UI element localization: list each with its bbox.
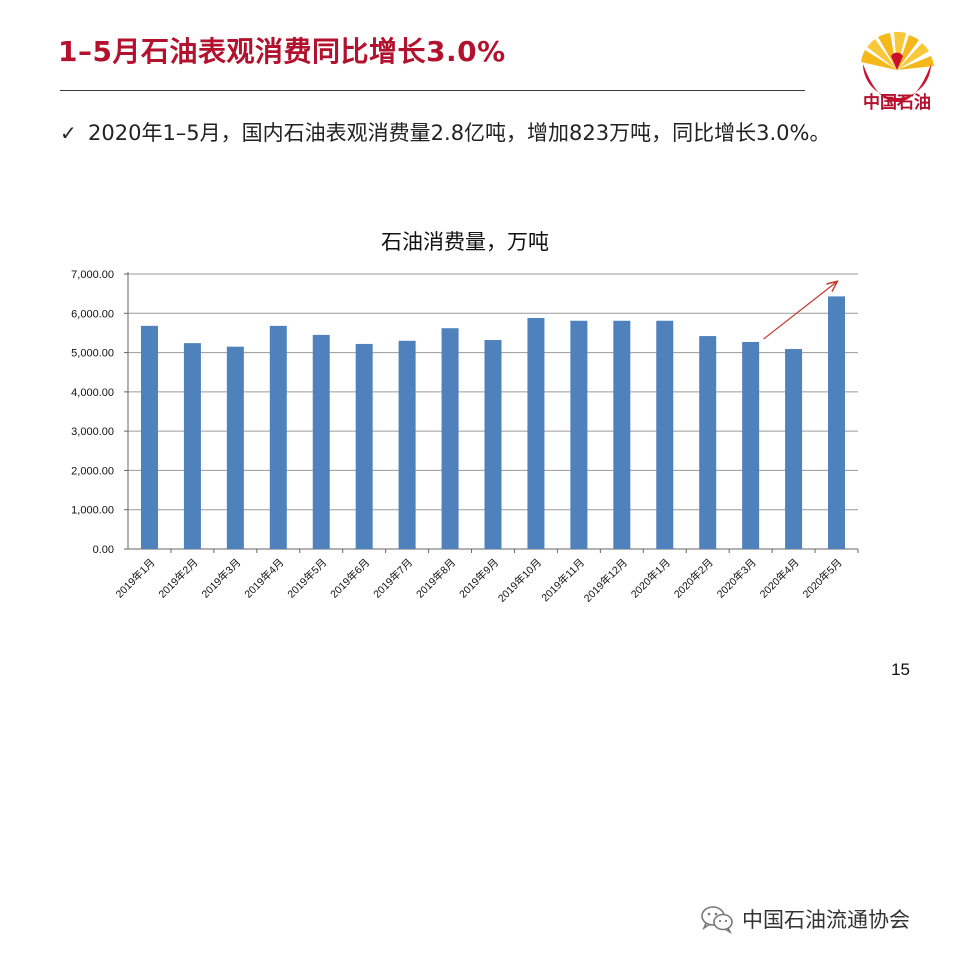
x-tick-label: 2019年1月	[113, 556, 158, 601]
x-tick-label: 2019年5月	[285, 556, 330, 601]
bar	[398, 340, 416, 549]
bullet-point: ✓ 2020年1–5月，国内石油表观消费量2.8亿吨，增加823万吨，同比增长3…	[60, 118, 840, 148]
bar	[484, 340, 502, 549]
footer-watermark: 中国石油流通协会	[700, 902, 910, 936]
bullet-text: 2020年1–5月，国内石油表观消费量2.8亿吨，增加823万吨，同比增长3.0…	[88, 121, 831, 145]
y-tick-label: 5,000.00	[71, 348, 114, 360]
bar	[785, 349, 803, 549]
y-tick-label: 7,000.00	[71, 269, 114, 281]
logo-text: 中国石油	[863, 93, 931, 113]
bar	[441, 328, 459, 549]
x-tick-label: 2019年4月	[242, 556, 287, 601]
petrochina-logo-icon	[861, 31, 934, 102]
bar	[742, 341, 760, 549]
bar-chart: 0.00 1,000.00 2,000.00 3,000.00 4,000.00 5,00…	[71, 269, 859, 605]
bar	[140, 325, 158, 549]
page-number: 15	[891, 660, 910, 679]
y-tick-label: 1,000.00	[71, 505, 114, 517]
bar	[828, 296, 846, 549]
y-tick-label: 3,000.00	[71, 426, 114, 438]
title-divider	[60, 90, 805, 91]
bar	[226, 346, 244, 549]
checkmark-icon: ✓	[60, 121, 77, 145]
bar	[570, 320, 588, 549]
x-tick-label: 2019年10月	[495, 556, 544, 605]
bar	[656, 320, 674, 549]
x-tick-label: 2020年5月	[800, 556, 845, 601]
x-tick-label: 2019年11月	[539, 556, 587, 604]
x-tick-label: 2019年7月	[371, 556, 416, 601]
footer-text: 中国石油流通协会	[742, 908, 910, 932]
x-tick-label: 2020年1月	[628, 556, 673, 601]
bar	[613, 320, 631, 549]
bar	[699, 336, 717, 549]
bar	[527, 318, 545, 549]
x-tick-label: 2020年2月	[671, 556, 716, 601]
chart-title: 石油消费量，万吨	[381, 230, 549, 254]
x-tick-label: 2020年4月	[757, 556, 802, 601]
y-tick-label: 4,000.00	[71, 387, 114, 399]
x-tick-label: 2019年2月	[156, 556, 201, 601]
x-tick-label: 2019年12月	[581, 556, 630, 605]
trend-arrow	[763, 282, 837, 340]
x-tick-label: 2020年3月	[714, 556, 759, 601]
y-tick-label: 6,000.00	[71, 308, 114, 320]
bar	[312, 334, 330, 549]
bar	[355, 343, 373, 549]
x-tick-label: 2019年8月	[413, 556, 458, 601]
x-tick-label: 2019年9月	[456, 556, 501, 601]
y-tick-label: 2,000.00	[71, 465, 114, 477]
x-tick-label: 2019年6月	[328, 556, 373, 601]
bar	[269, 325, 287, 549]
y-tick-label: 0.00	[93, 544, 114, 556]
bar	[183, 343, 201, 549]
slide-title: 1–5月石油表观消费同比增长3.0%	[58, 35, 506, 68]
wechat-icon	[701, 906, 733, 934]
x-tick-label: 2019年3月	[199, 556, 244, 601]
